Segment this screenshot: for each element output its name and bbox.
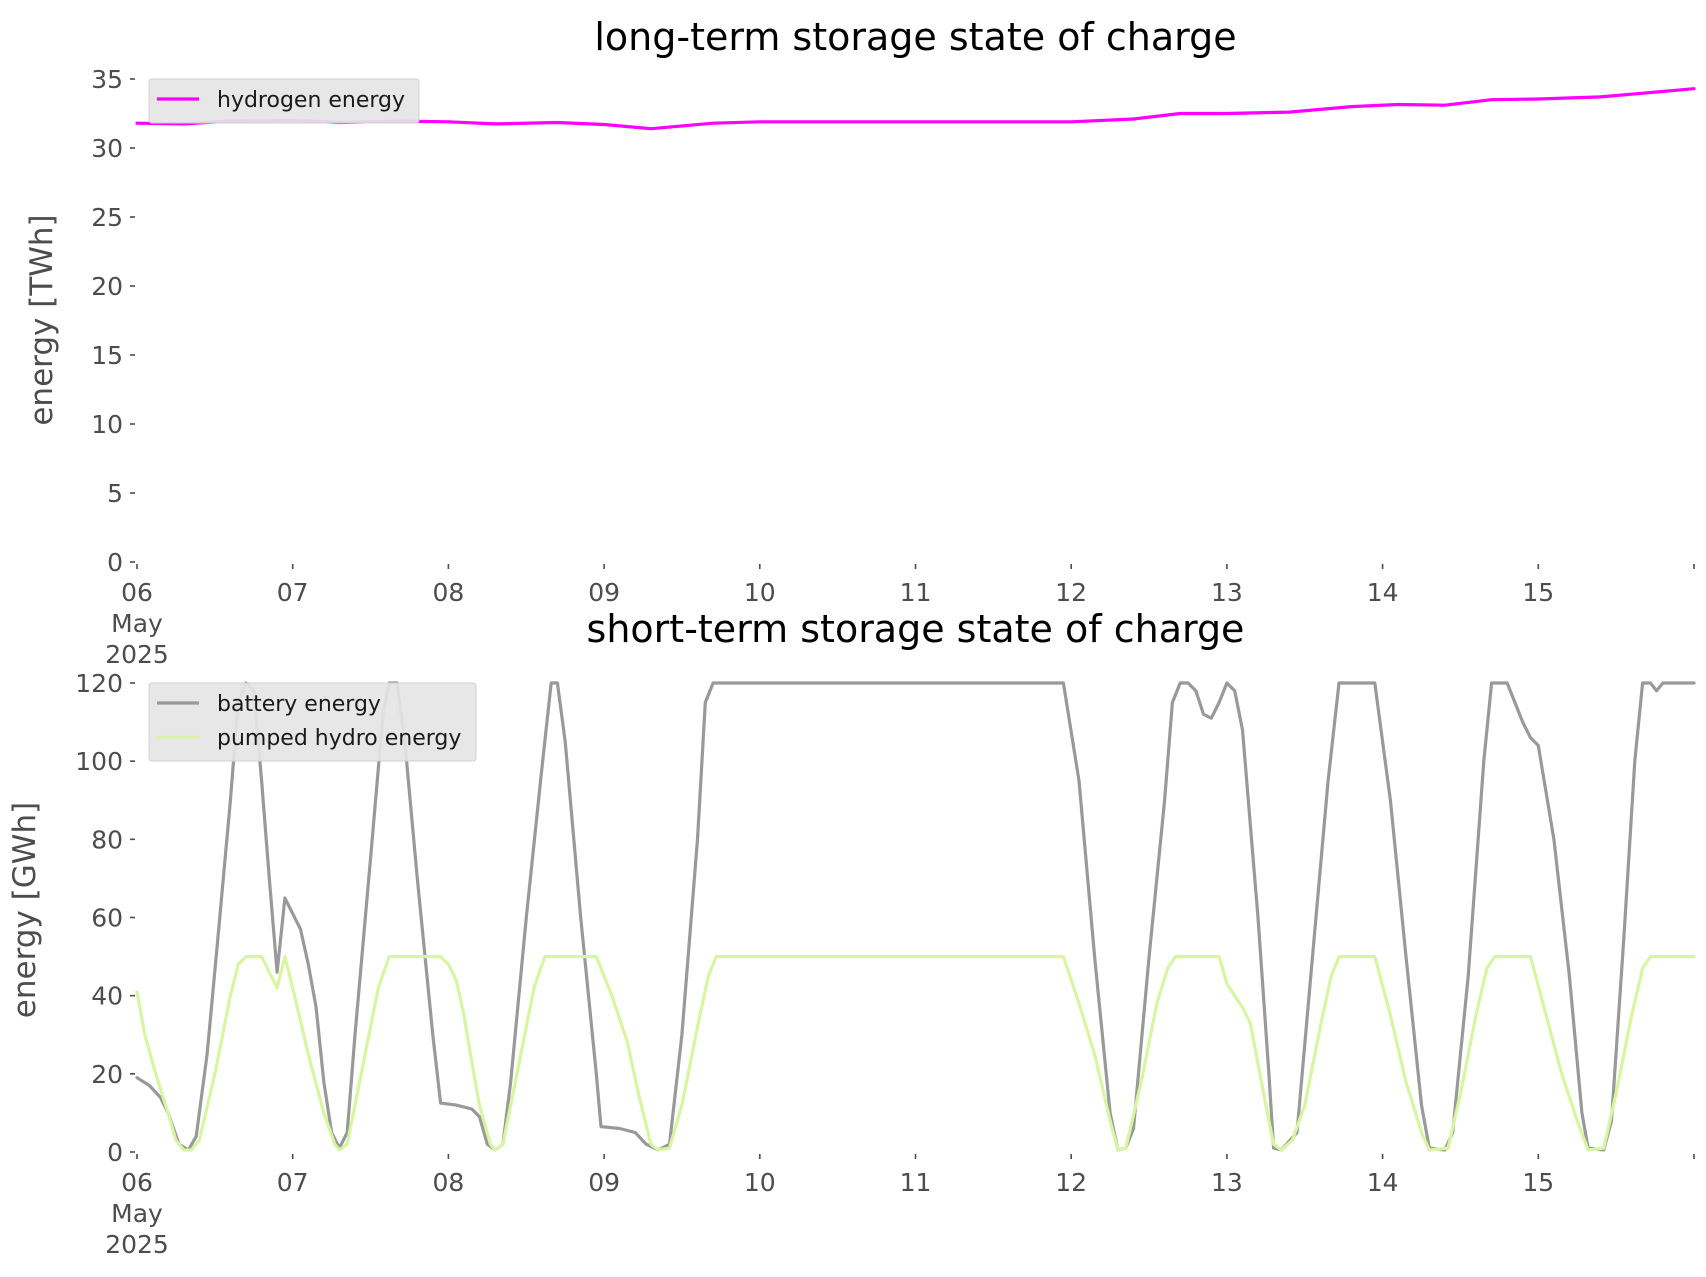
chart-0-xtick-label: 13: [1211, 578, 1243, 607]
chart-0-title: long-term storage state of charge: [594, 15, 1236, 59]
chart-1: short-term storage state of charge energy…: [7, 607, 1696, 1259]
chart-1-xtick-label: 07: [277, 1168, 309, 1197]
chart-0-xtick-label: 10: [744, 578, 776, 607]
chart-1-xtick-label: 06 May 2025: [105, 1168, 169, 1259]
chart-1-ytick-label: 120: [75, 669, 123, 698]
chart-1-legend: [148, 682, 477, 762]
chart-0-xtick-label: 15: [1522, 578, 1554, 607]
chart-1-ytick-label: 20: [91, 1060, 123, 1089]
chart-1-xtick-label: 13: [1211, 1168, 1243, 1197]
chart-0-xtick-line: 14: [1367, 578, 1399, 607]
chart-1-ytick-label: 80: [91, 825, 123, 854]
chart-1-xtick-line: May: [111, 1199, 163, 1228]
chart-0-xtick-line: 06: [121, 578, 153, 607]
chart-1-xtick-line: 09: [588, 1168, 620, 1197]
chart-1-title: short-term storage state of charge: [587, 607, 1245, 651]
chart-0-xtick-line: 2025: [105, 640, 169, 669]
chart-0-legend-label-0: hydrogen energy: [217, 88, 405, 113]
chart-0-ytick-label: 15: [91, 341, 123, 370]
chart-0-xtick-line: May: [111, 609, 163, 638]
chart-1-ytick-label: 0: [107, 1138, 123, 1167]
chart-1-xtick-line: 14: [1367, 1168, 1399, 1197]
chart-0-xtick-label: 11: [900, 578, 932, 607]
chart-0-xtick-label: 06 May 2025: [105, 578, 169, 669]
chart-0: long-term storage state of charge energy …: [24, 15, 1696, 669]
chart-1-legend-label-1: pumped hydro energy: [217, 726, 461, 751]
chart-0-ylabel: energy [TWh]: [24, 214, 60, 425]
chart-0-legend: [148, 78, 420, 124]
chart-0-xtick-line: 15: [1522, 578, 1554, 607]
chart-0-xtick-line: 10: [744, 578, 776, 607]
chart-0-xtick-label: 08: [432, 578, 464, 607]
chart-1-series-1-line: [135, 955, 1696, 1152]
chart-0-xtick-label: 14: [1367, 578, 1399, 607]
chart-0-ytick-label: 10: [91, 410, 123, 439]
chart-0-xtick-line: 07: [277, 578, 309, 607]
chart-0-ytick-label: 30: [91, 134, 123, 163]
chart-1-legend-label-0: battery energy: [217, 692, 381, 717]
chart-1-xtick-line: 12: [1055, 1168, 1087, 1197]
chart-1-xtick-line: 11: [900, 1168, 932, 1197]
chart-0-ytick-label: 25: [91, 203, 123, 232]
chart-0-ytick-label: 20: [91, 272, 123, 301]
chart-0-xtick-label: 09: [588, 578, 620, 607]
chart-0-xtick-label: 12: [1055, 578, 1087, 607]
chart-1-xtick-label: 11: [900, 1168, 932, 1197]
chart-0-xtick-line: 13: [1211, 578, 1243, 607]
chart-1-xtick-label: 10: [744, 1168, 776, 1197]
chart-0-ytick-label: 5: [107, 479, 123, 508]
chart-1-xtick-line: 08: [432, 1168, 464, 1197]
chart-0-ytick-label: 35: [91, 65, 123, 94]
chart-1-xtick-label: 12: [1055, 1168, 1087, 1197]
chart-0-xtick-line: 11: [900, 578, 932, 607]
chart-1-xtick-line: 06: [121, 1168, 153, 1197]
chart-0-xtick-line: 12: [1055, 578, 1087, 607]
chart-0-xtick-label: 07: [277, 578, 309, 607]
chart-1-xtick-label: 14: [1367, 1168, 1399, 1197]
chart-1-series-0-line: [135, 681, 1696, 1152]
chart-1-xtick-line: 10: [744, 1168, 776, 1197]
chart-1-xtick-line: 2025: [105, 1230, 169, 1259]
chart-1-xtick-line: 07: [277, 1168, 309, 1197]
chart-1-ytick-label: 40: [91, 982, 123, 1011]
chart-1-ytick-label: 100: [75, 747, 123, 776]
chart-1-xtick-label: 09: [588, 1168, 620, 1197]
chart-1-xtick-label: 15: [1522, 1168, 1554, 1197]
chart-1-xtick-line: 13: [1211, 1168, 1243, 1197]
chart-0-ytick-label: 0: [107, 548, 123, 577]
chart-1-xtick-label: 08: [432, 1168, 464, 1197]
chart-1-ylabel: energy [GWh]: [7, 802, 43, 1018]
chart-1-ytick-label: 60: [91, 904, 123, 933]
chart-0-xtick-line: 09: [588, 578, 620, 607]
chart-1-xtick-line: 15: [1522, 1168, 1554, 1197]
chart-0-xtick-line: 08: [432, 578, 464, 607]
